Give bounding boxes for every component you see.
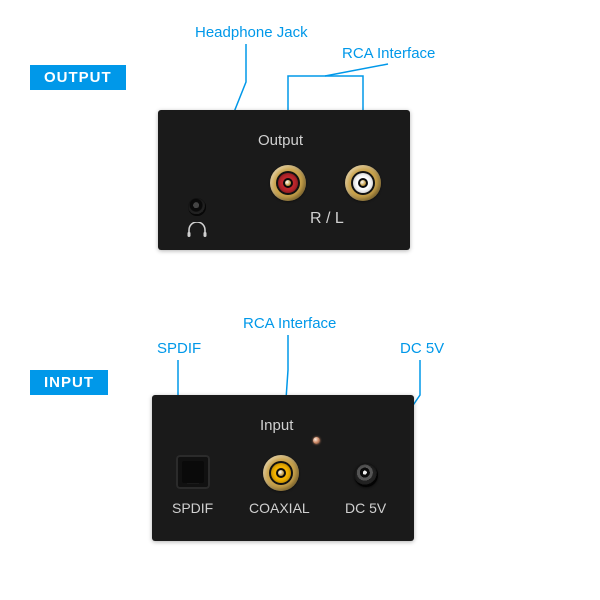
spdif-panel-label: SPDIF [172,500,213,516]
input-led [313,437,320,444]
dc5v-panel-label: DC 5V [345,500,386,516]
rca-output-label: RCA Interface [342,45,435,62]
rca-input-label: RCA Interface [243,315,336,332]
headphone-icon [186,222,208,238]
output-rl-label: R / L [310,210,344,228]
coaxial-port [263,455,299,491]
input-device: Input SPDIF COAXIAL DC 5V [152,395,414,541]
spdif-port [176,455,210,489]
headphone-jack-port [188,198,206,216]
output-title: Output [258,132,303,149]
rca-output-right [345,165,381,201]
output-section-label: OUTPUT [30,65,126,90]
dc5v-port [354,463,378,487]
spdif-label: SPDIF [157,340,201,357]
dc5v-label: DC 5V [400,340,444,357]
headphone-jack-label: Headphone Jack [195,24,308,41]
input-title: Input [260,417,293,434]
input-section-label: INPUT [30,370,108,395]
coaxial-panel-label: COAXIAL [249,500,310,516]
output-device: Output R / L [158,110,410,250]
rca-output-left [270,165,306,201]
